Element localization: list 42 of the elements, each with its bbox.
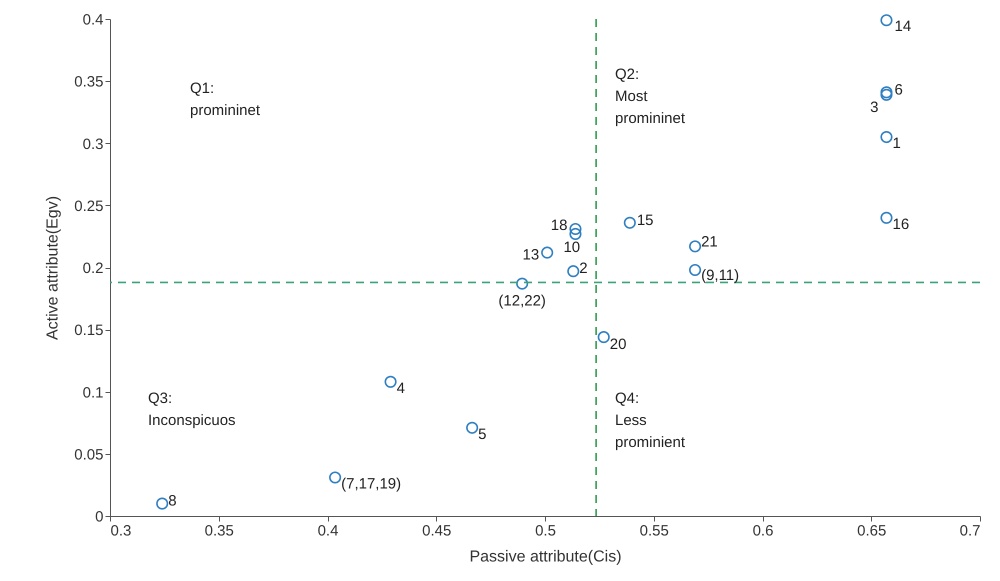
annotation: 4 — [396, 380, 405, 397]
annotation: 13 — [522, 246, 540, 264]
y-tick-label: 0.1 — [82, 384, 104, 402]
x-tick-label: 0.55 — [640, 522, 669, 540]
y-tick-label: 0.15 — [74, 322, 104, 340]
annotation: 20 — [610, 336, 626, 354]
x-tick-label: 0.65 — [857, 522, 886, 540]
y-tick-label: 0.25 — [74, 198, 104, 215]
y-tick-label: 0.35 — [74, 74, 104, 91]
annotation: 21 — [701, 233, 718, 250]
x-tick-label: 0.35 — [204, 522, 234, 540]
annotation: 14 — [894, 18, 912, 36]
y-tick-label: 0 — [95, 508, 104, 526]
annotation: 3 — [870, 98, 878, 116]
annotation: Q3: Inconspicuos — [148, 390, 236, 429]
y-axis-title: Active attribute(Egv) — [44, 196, 62, 340]
annotation: 16 — [892, 216, 910, 233]
annotation: 10 — [563, 238, 580, 256]
annotation: (7,17,19) — [341, 475, 402, 492]
x-tick-label: 0.45 — [422, 522, 452, 540]
x-tick-label: 0.5 — [535, 522, 556, 540]
y-tick-label: 0.4 — [82, 12, 104, 28]
x-tick-label: 0.3 — [110, 522, 132, 540]
x-axis-title: Passive attribute(Cis) — [469, 548, 622, 566]
annotation: 18 — [550, 216, 568, 234]
annotation: 8 — [168, 492, 177, 510]
annotation: Q2: Most promininet — [615, 66, 686, 127]
x-tick-label: 0.7 — [960, 522, 980, 540]
annotation: Q1: promininet — [190, 80, 261, 119]
annotation: Q4: Less prominient — [615, 390, 686, 451]
y-tick-label: 0.3 — [82, 136, 104, 153]
annotation: 1 — [892, 135, 901, 152]
annotation: 15 — [636, 212, 654, 229]
annotation: 5 — [478, 426, 486, 443]
annotation: 6 — [894, 81, 903, 98]
x-tick-label: 0.4 — [318, 522, 338, 540]
annotation: (12,22) — [498, 292, 546, 310]
y-tick-label: 0.05 — [74, 446, 104, 464]
y-tick-label: 0.2 — [82, 260, 104, 277]
annotation: (9,11) — [701, 266, 740, 284]
annotation: 2 — [579, 260, 588, 278]
x-tick-label: 0.6 — [752, 522, 774, 540]
